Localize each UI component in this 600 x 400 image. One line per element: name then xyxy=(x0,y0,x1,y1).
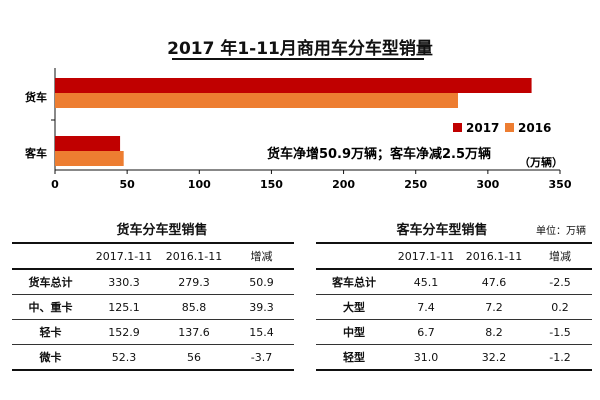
value-cell: 56 xyxy=(187,350,201,364)
legend-label: 2016 xyxy=(518,121,551,135)
x-tick-label: 0 xyxy=(51,178,59,191)
row-label-cell: 货车总计 xyxy=(12,269,89,295)
chart-title: 2017 年1-11月商用车分车型销量 xyxy=(167,39,433,59)
value-cell: -2.5 xyxy=(528,269,592,295)
value-cell: 8.2 xyxy=(460,319,528,345)
bus-table: 2017.1-11 2016.1-11 增减 客车总计 45.1 47.6 -2.5 大型 7… xyxy=(316,242,592,371)
value-cell: 31.0 xyxy=(413,350,439,364)
value-cell: 50.9 xyxy=(229,269,294,295)
value-cell: 32.2 xyxy=(481,350,507,364)
row-label-cell: 轻卡 xyxy=(12,319,89,345)
header-cell: 2016.1-11 xyxy=(159,243,229,270)
value-cell: 279.3 xyxy=(159,269,229,295)
row-label-cell: 客车总计 xyxy=(316,269,392,295)
table-row: 中型 6.7 8.2 -1.5 xyxy=(316,319,592,345)
x-axis-unit: （万辆） xyxy=(519,155,563,169)
legend-swatch-2017 xyxy=(453,123,462,132)
value-cell: 15.4 xyxy=(229,319,294,345)
header-cell: 2016.1-11 xyxy=(460,243,528,270)
bar-2017-1 xyxy=(55,136,121,151)
table-row: 微卡 52.3 56 -3.7 xyxy=(12,345,294,371)
truck-table-title: 货车分车型销售 xyxy=(116,223,208,238)
value-cell: 137.6 xyxy=(159,319,229,345)
value-cell: 152.9 xyxy=(89,319,159,345)
truck-table-header-row: 2017.1-11 2016.1-11 增减 xyxy=(12,243,294,270)
value-cell: 47.6 xyxy=(460,269,528,295)
x-tick-label: 350 xyxy=(549,178,572,191)
table-row: 客车总计 45.1 47.6 -2.5 xyxy=(316,269,592,295)
category-label: 客车 xyxy=(24,146,47,160)
x-tick-label: 100 xyxy=(188,178,211,191)
x-tick-label: 200 xyxy=(332,178,355,191)
legend-label: 2017 xyxy=(466,121,499,135)
value-cell: 52.3 xyxy=(111,350,137,364)
value-cell: -1.2 xyxy=(549,350,571,364)
row-label-cell: 中型 xyxy=(316,319,392,345)
row-label-cell: 大型 xyxy=(316,294,392,320)
table-row: 轻卡 152.9 137.6 15.4 xyxy=(12,319,294,345)
x-tick-label: 150 xyxy=(260,178,283,191)
header-cell: 增减 xyxy=(528,243,592,270)
header-cell-empty xyxy=(12,243,89,270)
header-cell: 2017.1-11 xyxy=(392,243,460,270)
category-label: 货车 xyxy=(24,90,47,104)
value-cell: -3.7 xyxy=(250,350,273,364)
value-cell: 85.8 xyxy=(159,294,229,320)
table-row: 大型 7.4 7.2 0.2 xyxy=(316,294,592,320)
header-cell-empty xyxy=(316,243,392,270)
value-cell: 0.2 xyxy=(528,294,592,320)
table-row: 货车总计 330.3 279.3 50.9 xyxy=(12,269,294,295)
row-label-cell: 中、重卡 xyxy=(12,294,89,320)
value-cell: -1.5 xyxy=(528,319,592,345)
value-cell: 7.4 xyxy=(392,294,460,320)
chart-annotation: 货车净增50.9万辆；客车净减2.5万辆 xyxy=(267,146,491,162)
truck-table: 2017.1-11 2016.1-11 增减 货车总计 330.3 279.3 50.9 中… xyxy=(12,242,294,371)
row-label-cell: 微卡 xyxy=(39,351,62,364)
bar-2016-0 xyxy=(55,93,458,108)
x-tick-label: 300 xyxy=(476,178,499,191)
table-row: 轻型 31.0 32.2 -1.2 xyxy=(316,345,592,371)
value-cell: 125.1 xyxy=(89,294,159,320)
table-row: 中、重卡 125.1 85.8 39.3 xyxy=(12,294,294,320)
bar-2016-1 xyxy=(55,151,124,166)
x-tick-label: 250 xyxy=(404,178,427,191)
header-cell: 2017.1-11 xyxy=(89,243,159,270)
x-tick-label: 50 xyxy=(119,178,135,191)
row-label-cell: 轻型 xyxy=(343,351,365,364)
value-cell: 7.2 xyxy=(460,294,528,320)
value-cell: 330.3 xyxy=(89,269,159,295)
unit-note: 单位：万辆 xyxy=(536,226,586,237)
title-underline xyxy=(172,58,424,60)
header-cell: 增减 xyxy=(229,243,294,270)
bus-table-title: 客车分车型销售 xyxy=(396,223,488,238)
bus-table-header-row: 2017.1-11 2016.1-11 增减 xyxy=(316,243,592,270)
value-cell: 6.7 xyxy=(392,319,460,345)
value-cell: 45.1 xyxy=(392,269,460,295)
legend-swatch-2016 xyxy=(505,123,514,132)
value-cell: 39.3 xyxy=(229,294,294,320)
bar-2017-0 xyxy=(55,78,532,93)
